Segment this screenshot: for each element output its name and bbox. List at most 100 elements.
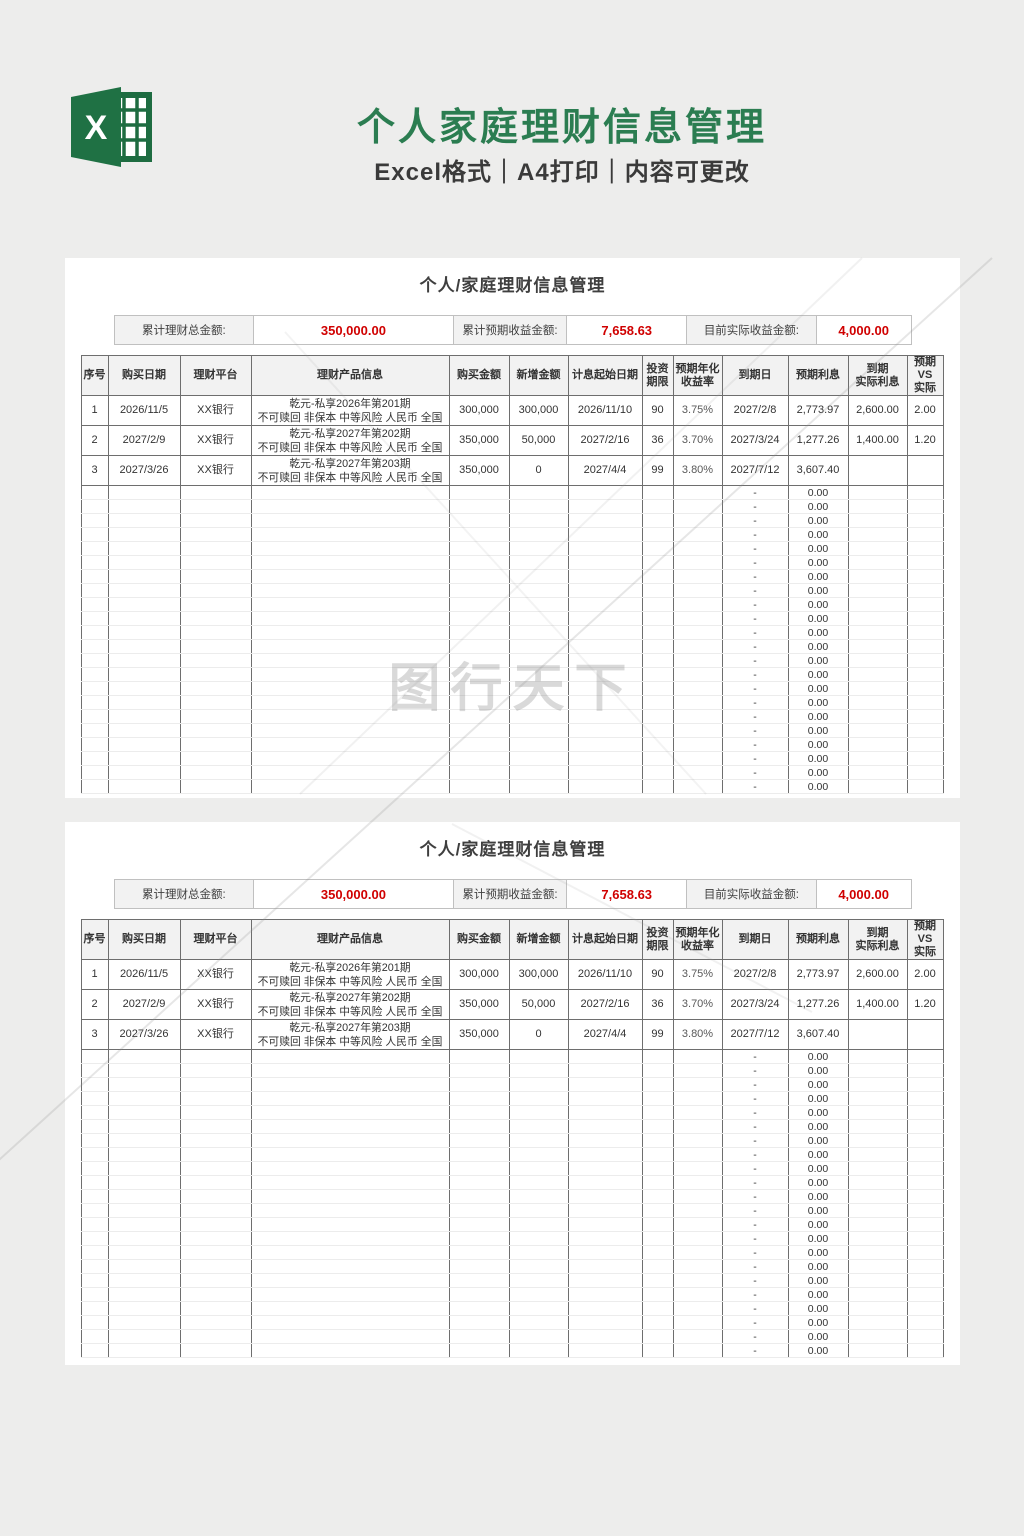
table-cell-due_date: - xyxy=(721,1217,789,1232)
table-cell-term xyxy=(641,583,674,598)
table-cell-actual_interest xyxy=(847,653,908,668)
table-cell-product xyxy=(250,709,450,724)
table-cell-no xyxy=(80,1329,109,1344)
table-cell-new_amount xyxy=(508,723,569,738)
table-cell-platform xyxy=(179,569,252,584)
column-header: 理财平台 xyxy=(179,919,252,960)
table-cell-product xyxy=(250,527,450,542)
table-cell-buy_date xyxy=(107,1287,181,1302)
table-cell-product: 乾元-私享2027年第203期 不可赎回 非保本 中等风险 人民币 全国 xyxy=(250,1019,450,1050)
table-cell-new_amount xyxy=(508,1063,569,1078)
column-header: 预期VS 实际 xyxy=(906,355,944,396)
table-cell-vs: 1.20 xyxy=(906,989,944,1020)
table-cell-vs xyxy=(906,737,944,752)
empty-table-row: -0.00 xyxy=(80,1329,944,1344)
table-cell-due_date: - xyxy=(721,597,789,612)
table-cell-expected_interest: 0.00 xyxy=(787,499,849,514)
empty-table-row: -0.00 xyxy=(80,541,944,556)
table-cell-rate xyxy=(672,639,723,654)
table-cell-expected_interest: 0.00 xyxy=(787,555,849,570)
empty-table-row: -0.00 xyxy=(80,737,944,752)
table-cell-product xyxy=(250,723,450,738)
empty-table-row: -0.00 xyxy=(80,751,944,766)
table-cell-buy_date xyxy=(107,1049,181,1064)
table-cell-new_amount xyxy=(508,695,569,710)
table-cell-vs xyxy=(906,597,944,612)
empty-table-row: -0.00 xyxy=(80,709,944,724)
table-cell-rate: 3.75% xyxy=(672,959,723,990)
table-cell-buy_amount xyxy=(448,597,510,612)
table-cell-new_amount xyxy=(508,1315,569,1330)
summary-value: 4,000.00 xyxy=(815,316,911,344)
empty-table-row: -0.00 xyxy=(80,765,944,780)
table-cell-new_amount xyxy=(508,1161,569,1176)
table-cell-vs xyxy=(906,555,944,570)
table-cell-actual_interest xyxy=(847,765,908,780)
table-cell-interest_start xyxy=(567,1161,643,1176)
table-cell-interest_start xyxy=(567,1203,643,1218)
table-cell-vs xyxy=(906,1231,944,1246)
table-cell-due_date: - xyxy=(721,1161,789,1176)
table-cell-vs xyxy=(906,765,944,780)
table-cell-due_date: - xyxy=(721,1063,789,1078)
table-row: 3 2027/3/26 XX银行 乾元-私享2027年第203期 不可赎回 非保本 中等… xyxy=(80,455,944,486)
table-cell-buy_date xyxy=(107,1175,181,1190)
table-cell-rate xyxy=(672,1217,723,1232)
table-cell-expected_interest: 0.00 xyxy=(787,1315,849,1330)
table-cell-due_date: - xyxy=(721,653,789,668)
product-name: 乾元-私享2027年第203期 xyxy=(289,457,411,470)
table-cell-actual_interest xyxy=(847,1091,908,1106)
sheet-panel-2: 个人/家庭理财信息管理 累计理财总金额: 350,000.00 累计预期收益金额: 7… xyxy=(65,822,960,1365)
table-cell-rate xyxy=(672,485,723,500)
table-cell-expected_interest: 0.00 xyxy=(787,1049,849,1064)
table-cell-product xyxy=(250,499,450,514)
table-cell-buy_amount xyxy=(448,1343,510,1358)
product-name: 乾元-私享2027年第202期 xyxy=(289,991,411,1004)
table-cell-platform xyxy=(179,751,252,766)
table-cell-term xyxy=(641,625,674,640)
table-cell-rate xyxy=(672,737,723,752)
empty-table-row: -0.00 xyxy=(80,1091,944,1106)
table-cell-buy_amount xyxy=(448,765,510,780)
empty-table-row: -0.00 xyxy=(80,779,944,794)
table-cell-actual_interest xyxy=(847,455,908,486)
table-cell-expected_interest: 3,607.40 xyxy=(787,1019,849,1050)
table-cell-no xyxy=(80,1273,109,1288)
table-cell-no xyxy=(80,541,109,556)
table-cell-new_amount: 50,000 xyxy=(508,425,569,456)
table-cell-interest_start xyxy=(567,709,643,724)
table-cell-buy_date xyxy=(107,723,181,738)
table-cell-new_amount xyxy=(508,1105,569,1120)
table-cell-interest_start: 2027/4/4 xyxy=(567,455,643,486)
table-cell-rate xyxy=(672,681,723,696)
empty-table-row: -0.00 xyxy=(80,583,944,598)
table-cell-term xyxy=(641,667,674,682)
finance-table-wrap: 序号 购买日期 理财平台 理财产品信息 购买金额 新增金额 计息起始日期 投资 期限 预期年化 … xyxy=(80,355,945,795)
table-cell-actual_interest xyxy=(847,625,908,640)
table-cell-buy_date xyxy=(107,625,181,640)
table-cell-rate xyxy=(672,1161,723,1176)
table-cell-buy_amount xyxy=(448,1231,510,1246)
table-cell-product xyxy=(250,1063,450,1078)
empty-table-row: -0.00 xyxy=(80,1161,944,1176)
table-cell-buy_date xyxy=(107,569,181,584)
table-cell-actual_interest xyxy=(847,1217,908,1232)
table-cell-buy_amount xyxy=(448,513,510,528)
excel-logo-letter: X xyxy=(85,109,108,147)
table-cell-rate xyxy=(672,1133,723,1148)
column-header: 计息起始日期 xyxy=(567,919,643,960)
table-cell-rate: 3.75% xyxy=(672,395,723,426)
table-cell-no xyxy=(80,1203,109,1218)
table-cell-term xyxy=(641,541,674,556)
table-cell-buy_date xyxy=(107,1315,181,1330)
table-cell-vs xyxy=(906,569,944,584)
table-cell-platform xyxy=(179,1175,252,1190)
table-cell-buy_date xyxy=(107,1259,181,1274)
table-cell-new_amount xyxy=(508,737,569,752)
summary-bar: 累计理财总金额: 350,000.00 累计预期收益金额: 7,658.63 目前实际收… xyxy=(113,315,912,345)
table-cell-actual_interest xyxy=(847,1287,908,1302)
table-cell-buy_amount xyxy=(448,499,510,514)
table-cell-buy_amount xyxy=(448,639,510,654)
table-cell-platform xyxy=(179,1063,252,1078)
table-cell-expected_interest: 0.00 xyxy=(787,1287,849,1302)
